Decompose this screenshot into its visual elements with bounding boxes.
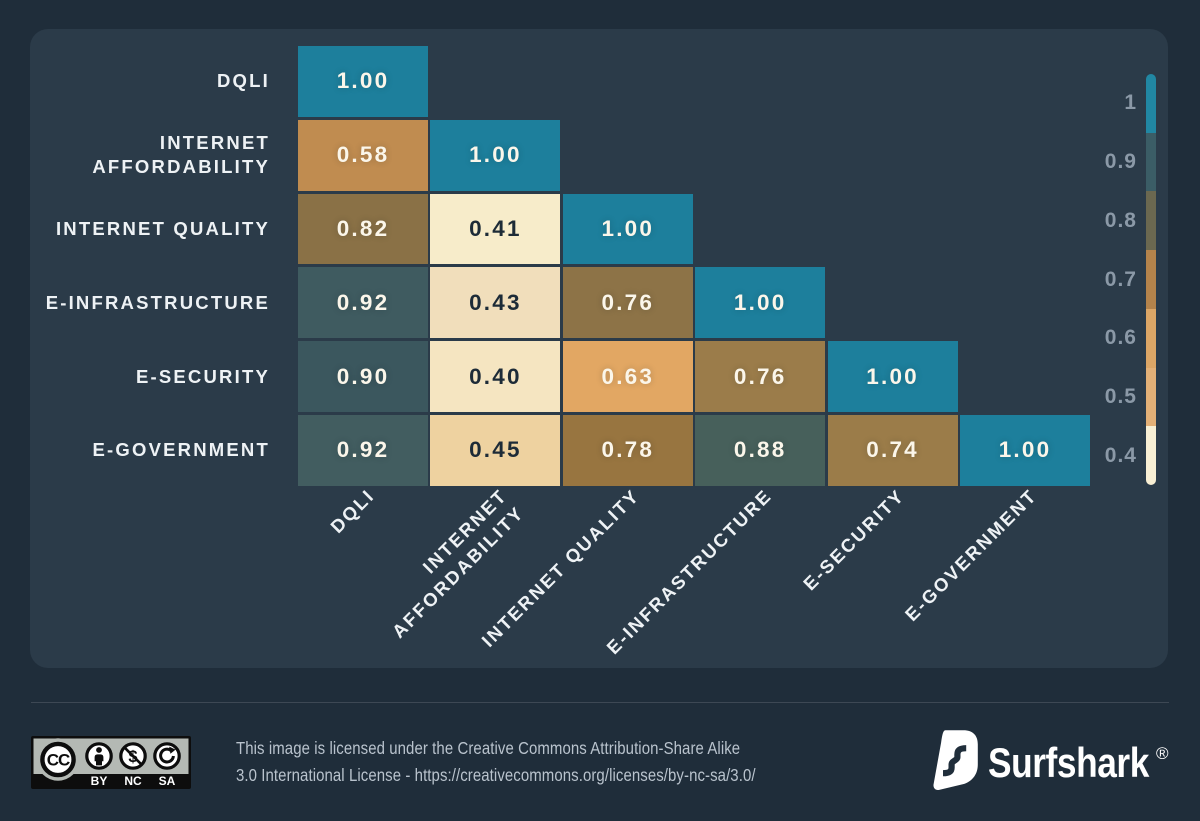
cc-nc-label: NC — [124, 774, 142, 788]
heatmap-cell: 1.00 — [430, 119, 561, 191]
cc-by-person-body — [94, 754, 104, 766]
heatmap-cell: 0.76 — [695, 341, 826, 413]
colorbar-tick-label: 0.4 — [1104, 443, 1137, 467]
cc-sa-label: SA — [159, 774, 176, 788]
colorbar-segment — [1146, 367, 1156, 427]
cc-nc-slash — [124, 747, 142, 765]
colorbar-segment — [1146, 74, 1156, 133]
heatmap-cell: 0.92 — [298, 415, 428, 486]
heatmap-cell: 1.00 — [827, 341, 958, 413]
heatmap-cell: 0.90 — [298, 341, 428, 413]
heatmap-row-label: INTERNET QUALITY — [55, 218, 270, 240]
colorbar-tick-label: 0.6 — [1104, 326, 1137, 350]
heatmap-cell: 0.41 — [430, 193, 561, 265]
heatmap-cell: 0.45 — [430, 415, 561, 486]
surfshark-logo: Surfshark ® — [931, 729, 1171, 791]
heatmap-cell: 0.78 — [562, 415, 693, 486]
heatmap-row-label: INTERNET AFFORDABILITY — [92, 132, 270, 178]
colorbar-segment — [1146, 426, 1156, 485]
colorbar-segment — [1146, 132, 1156, 192]
colorbar-segment — [1146, 308, 1156, 368]
cc-license-badge: CC $ BY NC SA — [31, 736, 191, 789]
license-line-2: 3.0 International License - https://crea… — [236, 765, 756, 785]
logo-s-squiggle — [942, 745, 967, 777]
heatmap-cell: 1.00 — [298, 46, 428, 117]
license-text: This image is licensed under the Creativ… — [236, 735, 756, 789]
colorbar-tick-label: 0.7 — [1104, 267, 1137, 291]
heatmap-row-label: DQLI — [217, 70, 270, 92]
colorbar-tick-label: 0.8 — [1104, 208, 1137, 232]
heatmap-cell: 0.40 — [430, 341, 561, 413]
cc-by-label: BY — [91, 774, 108, 788]
heatmap-cell: 1.00 — [960, 415, 1090, 486]
colorbar — [1146, 74, 1156, 485]
footer-divider — [31, 702, 1169, 703]
heatmap-cell: 0.43 — [430, 267, 561, 339]
colorbar-tick-label: 0.5 — [1104, 384, 1137, 408]
heatmap-cell: 0.74 — [827, 415, 958, 486]
surfshark-logo-mark — [933, 730, 978, 791]
heatmap-row-label: E-GOVERNMENT — [92, 439, 270, 461]
surfshark-wordmark: Surfshark — [988, 739, 1149, 786]
cc-circle — [40, 741, 76, 778]
heatmap-cell: 0.92 — [298, 267, 428, 339]
cc-by-person-head — [96, 747, 102, 753]
license-line-1: This image is licensed under the Creativ… — [236, 738, 741, 758]
heatmap-cell: 0.82 — [298, 193, 428, 265]
colorbar-tick-label: 1 — [1124, 91, 1137, 115]
cc-sa-arrowhead — [169, 746, 176, 754]
cc-sa-arrow — [159, 747, 175, 764]
registered-trademark-icon: ® — [1156, 744, 1169, 763]
heatmap-cell: 0.76 — [562, 267, 693, 339]
heatmap-row-label: E-INFRASTRUCTURE — [45, 291, 270, 313]
cc-circle-text: CC — [47, 751, 70, 770]
heatmap-cell: 0.58 — [298, 119, 428, 191]
cc-sa-icon — [153, 742, 181, 770]
heatmap-cell: 0.88 — [695, 415, 826, 486]
heatmap-cell: 0.63 — [562, 341, 693, 413]
heatmap-cell: 1.00 — [562, 193, 693, 265]
heatmap-row-label: E-SECURITY — [135, 365, 270, 387]
colorbar-segment — [1146, 191, 1156, 251]
heatmap-cell: 1.00 — [695, 267, 826, 339]
colorbar-segment — [1146, 250, 1156, 309]
colorbar-tick-label: 0.9 — [1104, 150, 1137, 174]
